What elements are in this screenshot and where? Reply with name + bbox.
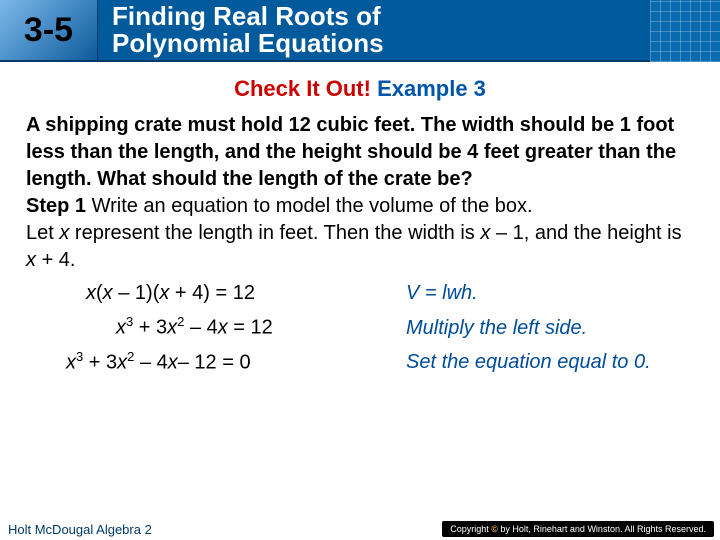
section-number: 3-5 bbox=[24, 11, 73, 50]
e3-x2: x bbox=[117, 351, 127, 373]
e3-x1: x bbox=[66, 351, 76, 373]
let-1: Let bbox=[26, 222, 59, 244]
step-label: Step 1 bbox=[26, 195, 92, 217]
example-number: Example 3 bbox=[377, 76, 486, 101]
equation-1-left: x(x – 1)(x + 4) = 12 bbox=[26, 280, 406, 307]
equation-2-explain: Multiply the left side. bbox=[406, 315, 587, 342]
slide-content: A shipping crate must hold 12 cubic feet… bbox=[0, 102, 720, 376]
copyright-post: by Holt, Rinehart and Winston. All Right… bbox=[498, 524, 706, 534]
e1-p1: ( bbox=[96, 282, 103, 304]
decorative-grid bbox=[650, 0, 720, 62]
expr-h: x bbox=[26, 249, 42, 271]
e2-d: – 4 bbox=[184, 317, 217, 339]
e2-x1: x bbox=[116, 317, 126, 339]
equation-3-left: x3 + 3x2 – 4x– 12 = 0 bbox=[26, 348, 406, 377]
let-2: represent the length in feet. Then the w… bbox=[69, 222, 480, 244]
copyright-pre: Copyright bbox=[450, 524, 491, 534]
e2-x3: x bbox=[218, 317, 228, 339]
section-number-box: 3-5 bbox=[0, 0, 98, 60]
expr-w2: – 1, and the height is bbox=[496, 222, 682, 244]
equation-row-3: x3 + 3x2 – 4x– 12 = 0 Set the equation e… bbox=[26, 348, 694, 377]
e1-x2: x bbox=[103, 282, 113, 304]
step-text: Write an equation to model the volume of… bbox=[92, 195, 533, 217]
e1-x1: x bbox=[86, 282, 96, 304]
e2-f: = 12 bbox=[228, 317, 273, 339]
expr-w: x bbox=[480, 222, 496, 244]
footer-book-title: Holt McDougal Algebra 2 bbox=[8, 522, 152, 537]
title-line-1: Finding Real Roots of bbox=[112, 1, 381, 31]
e1-p3: + 4) = 12 bbox=[169, 282, 255, 304]
title-line-2: Polynomial Equations bbox=[112, 28, 384, 58]
footer-copyright: Copyright © by Holt, Rinehart and Winsto… bbox=[442, 521, 714, 537]
e2-b: + 3 bbox=[133, 317, 167, 339]
e3-d: – 4 bbox=[134, 351, 167, 373]
e3-f: – 12 = 0 bbox=[178, 351, 251, 373]
e1-p2: – 1)( bbox=[113, 282, 160, 304]
equation-1-explain: V = lwh. bbox=[406, 280, 478, 307]
equation-row-1: x(x – 1)(x + 4) = 12 V = lwh. bbox=[26, 280, 694, 307]
example-heading: Check It Out! Example 3 bbox=[0, 76, 720, 102]
e3-b: + 3 bbox=[83, 351, 117, 373]
equation-row-2: x3 + 3x2 – 4x = 12 Multiply the left sid… bbox=[26, 313, 694, 342]
problem-statement: A shipping crate must hold 12 cubic feet… bbox=[26, 112, 694, 193]
definition-line: Let x represent the length in feet. Then… bbox=[26, 220, 694, 274]
slide-footer: Holt McDougal Algebra 2 Copyright © by H… bbox=[0, 518, 720, 540]
slide-title: Finding Real Roots of Polynomial Equatio… bbox=[112, 3, 384, 58]
step-line: Step 1 Write an equation to model the vo… bbox=[26, 193, 694, 220]
equation-2-left: x3 + 3x2 – 4x = 12 bbox=[26, 313, 406, 342]
e1-x3: x bbox=[159, 282, 169, 304]
equation-3-explain: Set the equation equal to 0. bbox=[406, 349, 651, 376]
slide-header: 3-5 Finding Real Roots of Polynomial Equ… bbox=[0, 0, 720, 62]
e2-x2: x bbox=[167, 317, 177, 339]
check-it-out-label: Check It Out! bbox=[234, 76, 377, 101]
e3-x3: x bbox=[168, 351, 178, 373]
copyright-symbol: © bbox=[491, 524, 498, 534]
var-x-1: x bbox=[59, 222, 69, 244]
expr-h2: + 4. bbox=[42, 249, 76, 271]
